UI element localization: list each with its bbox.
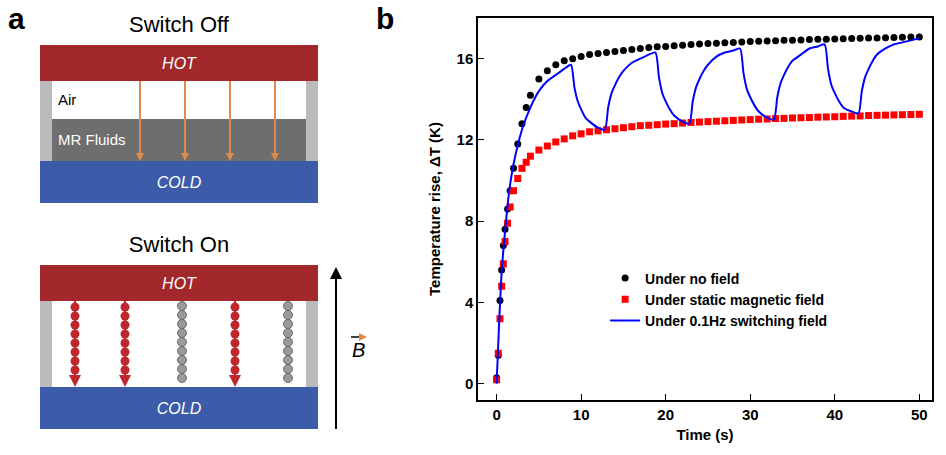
- svg-text:Time (s): Time (s): [676, 426, 733, 443]
- svg-text:Temperature rise, ΔT (K): Temperature rise, ΔT (K): [426, 122, 443, 296]
- svg-text:10: 10: [573, 406, 590, 423]
- svg-text:Air: Air: [58, 91, 76, 108]
- svg-text:20: 20: [657, 406, 674, 423]
- svg-text:HOT: HOT: [162, 55, 197, 72]
- html-text:a: a: [8, 2, 25, 35]
- svg-text:50: 50: [911, 406, 928, 423]
- svg-text:B: B: [352, 339, 365, 361]
- svg-text:4: 4: [465, 294, 474, 311]
- svg-text:Switch On: Switch On: [129, 232, 229, 257]
- svg-text:COLD: COLD: [157, 174, 202, 191]
- svg-text:COLD: COLD: [157, 400, 202, 417]
- svg-text:Under 0.1Hz switching field: Under 0.1Hz switching field: [645, 313, 827, 329]
- svg-text:0: 0: [492, 406, 500, 423]
- svg-text:Under no field: Under no field: [645, 271, 739, 287]
- svg-text:12: 12: [457, 131, 474, 148]
- svg-text:Under static magnetic field: Under static magnetic field: [645, 292, 824, 308]
- html-text:b: b: [376, 2, 395, 35]
- svg-text:30: 30: [742, 406, 759, 423]
- svg-text:HOT: HOT: [162, 275, 197, 292]
- svg-text:40: 40: [826, 406, 843, 423]
- svg-text:MR Fluids: MR Fluids: [58, 131, 126, 148]
- svg-text:Switch Off: Switch Off: [129, 12, 230, 37]
- svg-text:0: 0: [465, 375, 473, 392]
- svg-text:16: 16: [457, 50, 474, 67]
- svg-text:8: 8: [465, 212, 473, 229]
